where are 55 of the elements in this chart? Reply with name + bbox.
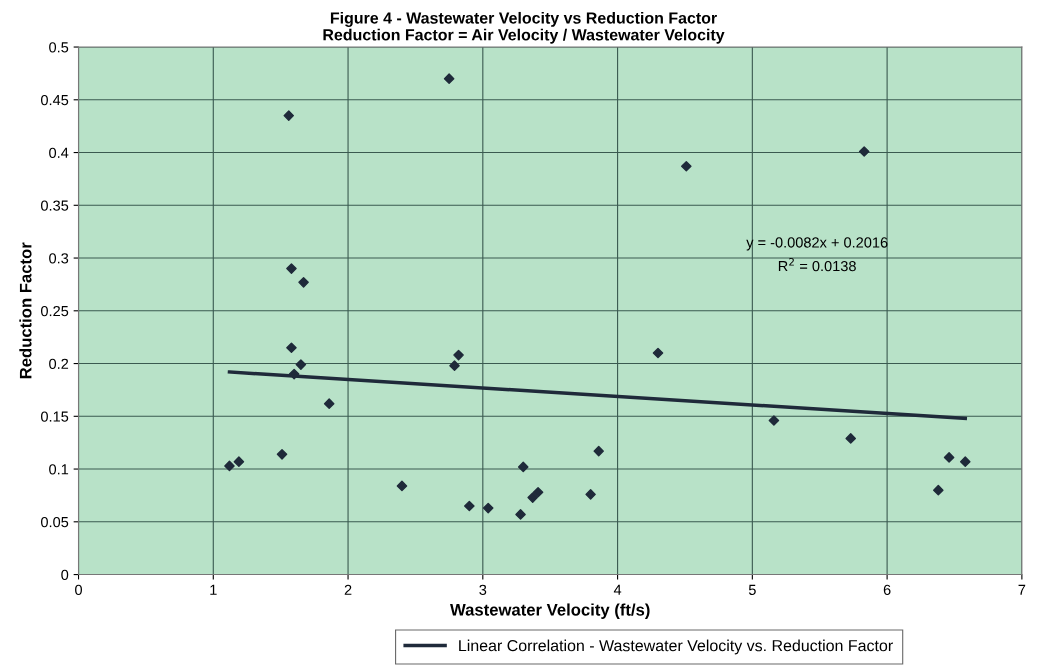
y-tick-label: 0.05 — [40, 516, 69, 528]
x-axis-title: Wastewater Velocity (ft/s) — [450, 603, 650, 619]
point — [858, 146, 870, 157]
point — [224, 460, 235, 472]
point — [681, 160, 692, 172]
y-tick-label: 0.2 — [49, 358, 69, 369]
point — [443, 73, 455, 84]
point — [233, 456, 245, 467]
y-tick-label: 0.35 — [40, 200, 69, 211]
y-tick-label: 0.4 — [49, 147, 69, 158]
point — [396, 480, 408, 492]
point — [933, 484, 944, 496]
annotation: R$^{2}$ = 0.0138 — [778, 257, 856, 272]
point — [464, 500, 475, 512]
x-tick-label: 3 — [479, 584, 487, 595]
point — [276, 448, 288, 460]
y-tick-label: 0.15 — [40, 411, 69, 422]
point — [845, 433, 857, 444]
x-tick-label: 0 — [75, 584, 83, 595]
y-tick-label: 0.1 — [49, 464, 69, 475]
point — [482, 502, 494, 514]
x-tick-label: 1 — [210, 584, 217, 595]
y-axis-title: Reduction Factor — [19, 242, 32, 379]
y-tick-label: 0.5 — [49, 42, 69, 53]
x-tick-label: 6 — [883, 584, 891, 595]
x-tick-label: 2 — [344, 584, 352, 595]
point — [527, 492, 538, 503]
point — [515, 509, 526, 520]
legend-label: Linear Correlation - Wastewater Velocity vs. Reduction Factor — [459, 639, 893, 655]
y-tick-label: 0 — [61, 569, 69, 580]
point — [943, 452, 955, 463]
point — [585, 489, 596, 500]
chart-subtitle: Reduction Factor = Air Velocity / Wastewater Velocity — [323, 28, 725, 44]
point — [298, 277, 309, 288]
point — [959, 456, 971, 467]
point — [449, 360, 460, 371]
point — [532, 486, 544, 498]
point — [286, 342, 297, 354]
y-tick-label: 0.45 — [40, 94, 69, 106]
y-tick-label: 0.3 — [49, 253, 69, 264]
x-tick-label: 7 — [1018, 584, 1026, 595]
point — [283, 110, 295, 121]
point — [652, 347, 664, 359]
annotation: y = -0.0082x + 0.2016 — [746, 237, 888, 251]
x-tick-label: 5 — [748, 584, 756, 595]
chart-title: Figure 4 - Wastewater Velocity vs Reduction Factor — [330, 11, 717, 27]
point — [593, 445, 605, 457]
point — [286, 263, 297, 274]
point — [323, 398, 335, 409]
point — [453, 349, 464, 361]
point — [517, 461, 529, 473]
point — [295, 359, 307, 370]
point — [768, 415, 780, 426]
y-tick-label: 0.25 — [40, 305, 69, 317]
x-tick-label: 4 — [613, 584, 622, 595]
